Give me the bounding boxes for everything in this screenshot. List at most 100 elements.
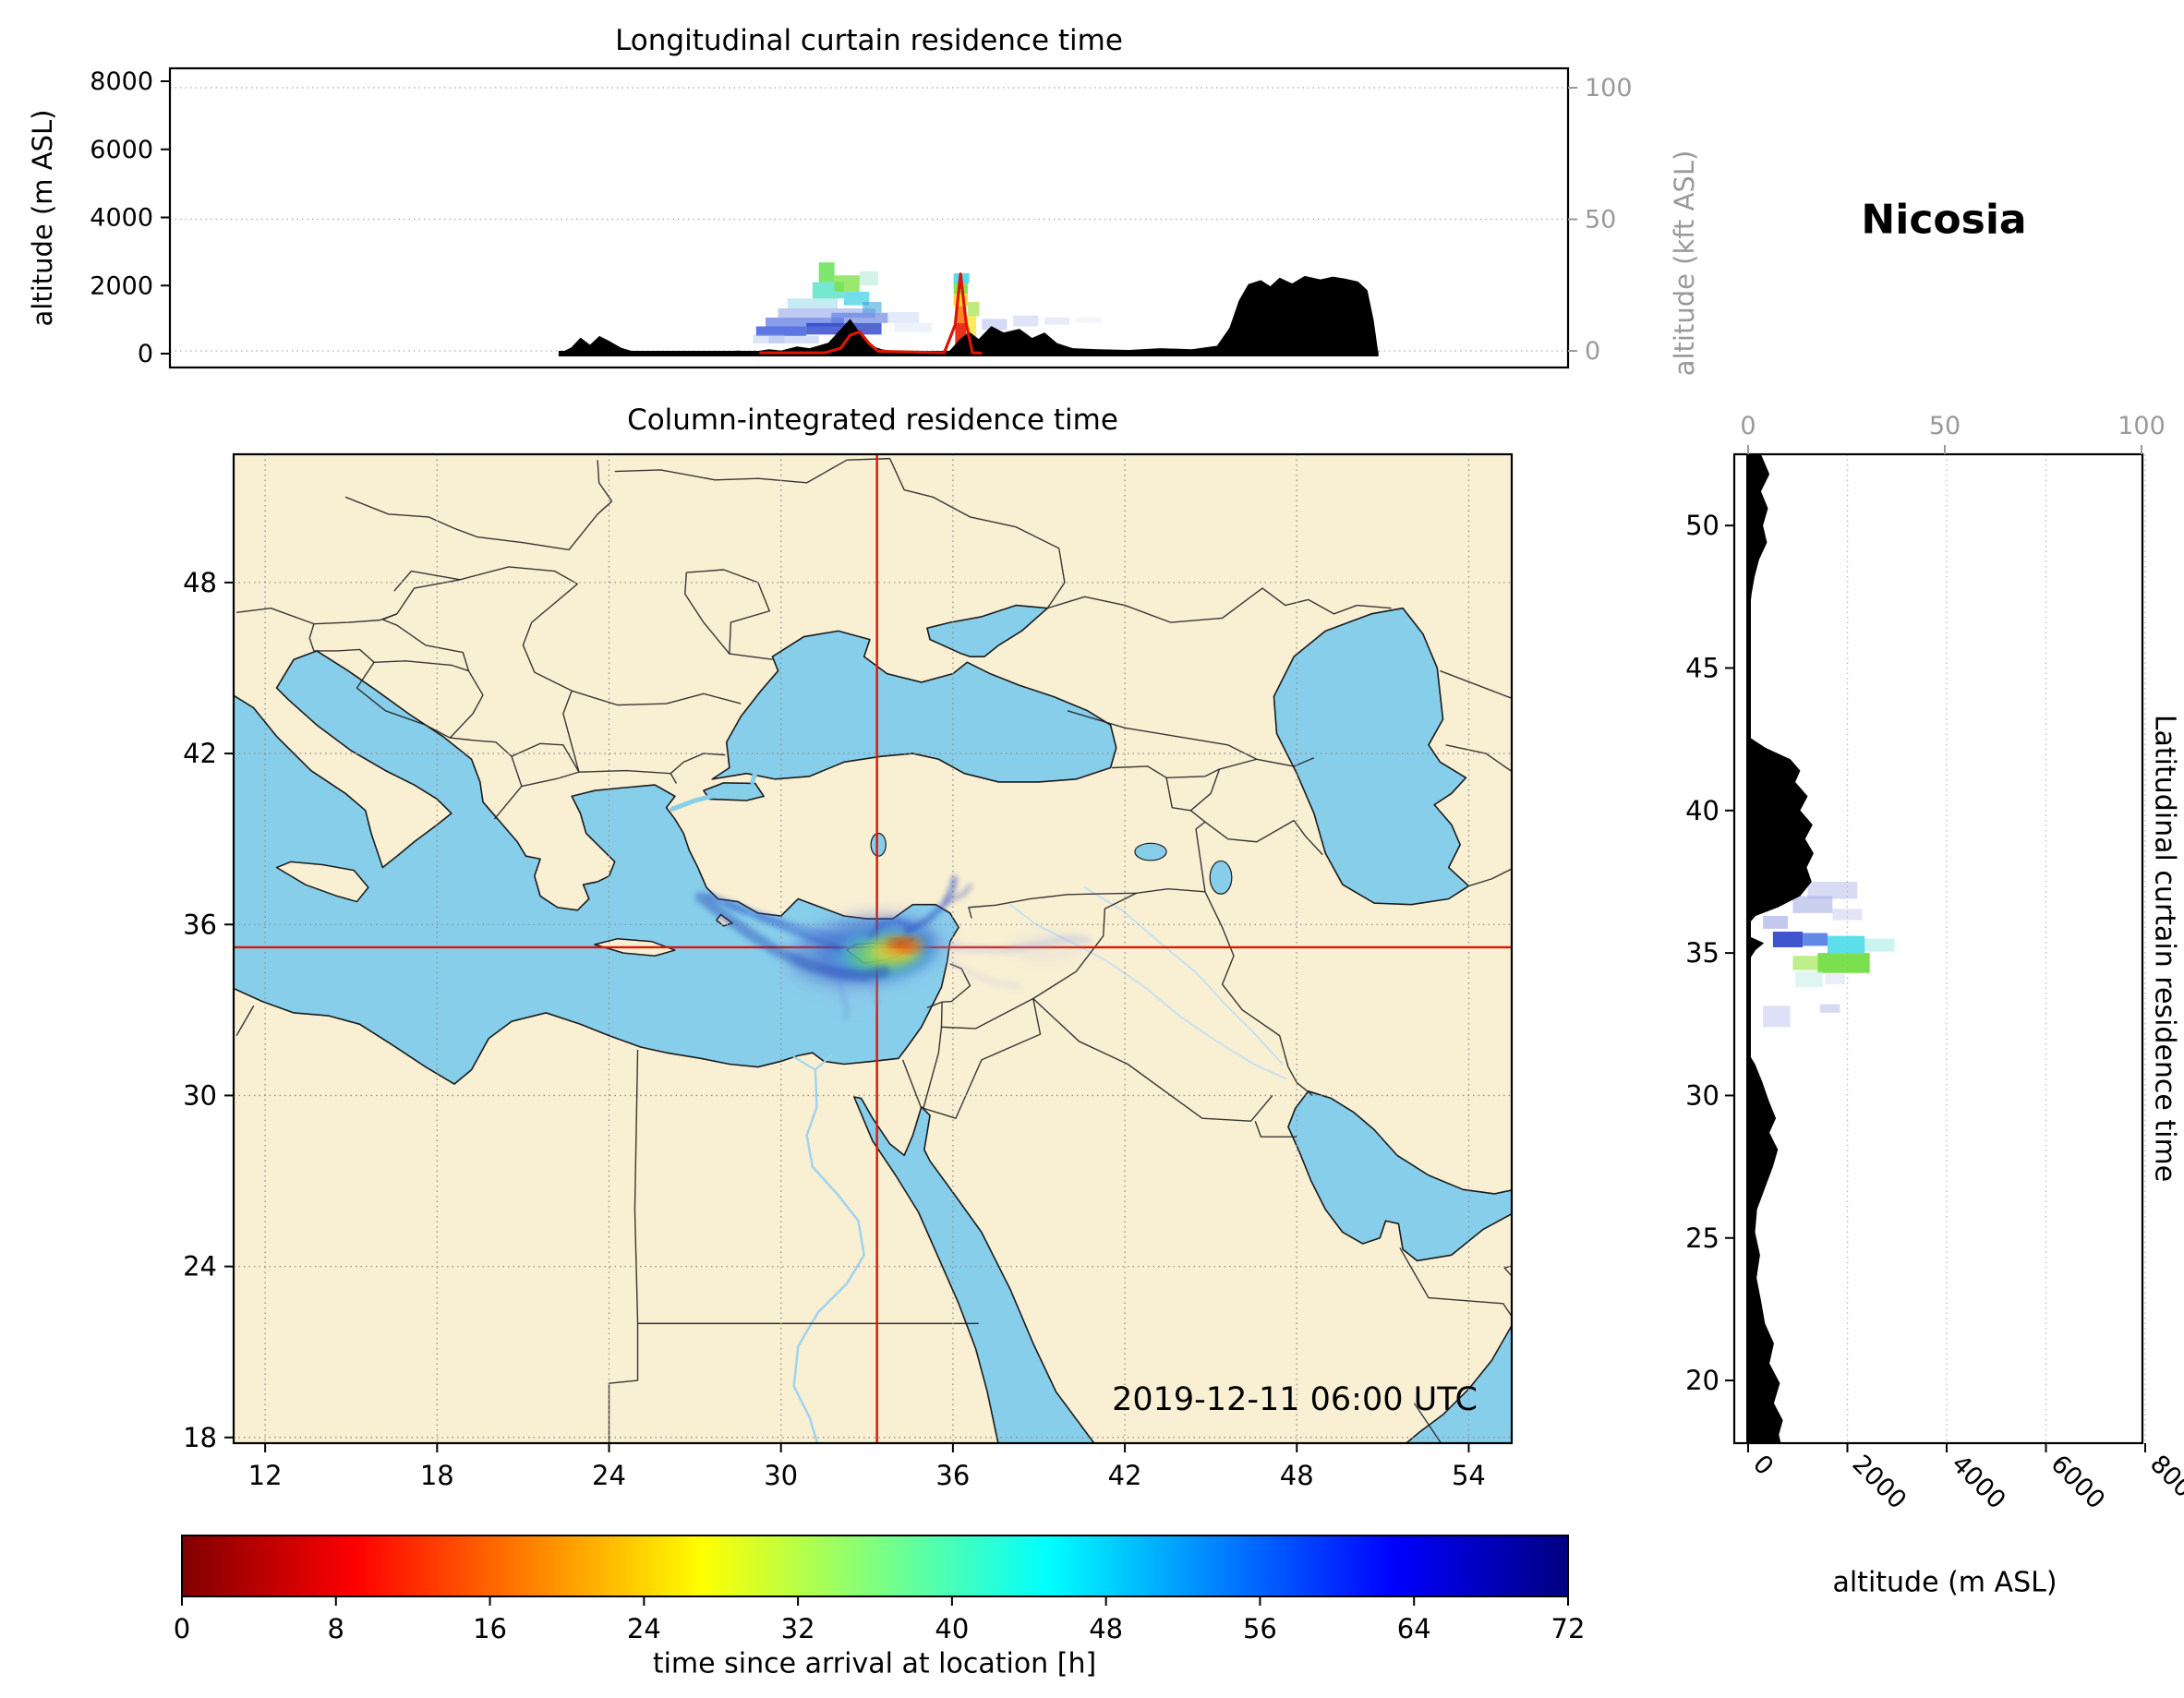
country-border bbox=[1399, 1247, 1512, 1318]
sea-polygon bbox=[1287, 1090, 1512, 1262]
residence-patch bbox=[863, 301, 882, 313]
country-border bbox=[633, 1050, 639, 1324]
residence-patch bbox=[1792, 956, 1818, 970]
country-border bbox=[1413, 1403, 1442, 1443]
lon-tick-label: 30 bbox=[764, 1460, 798, 1491]
residence-patch bbox=[955, 306, 967, 323]
lon-tick-label: 54 bbox=[1452, 1460, 1486, 1491]
plume-filament bbox=[944, 957, 1022, 990]
lon-tick-label: 12 bbox=[248, 1460, 283, 1491]
lon-tick-label: 24 bbox=[592, 1460, 626, 1491]
country-border bbox=[449, 670, 484, 739]
country-border bbox=[374, 660, 469, 672]
country-border bbox=[923, 1002, 943, 1109]
alt-m-tick-label: 8000 bbox=[2144, 1450, 2184, 1515]
colorbar-label: time since arrival at location [h] bbox=[652, 1647, 1097, 1680]
residence-patch bbox=[955, 322, 967, 354]
country-border bbox=[308, 623, 315, 652]
alt-kft-tick-label: 0 bbox=[1740, 412, 1756, 440]
residence-patch bbox=[778, 307, 875, 318]
residence-patch bbox=[1819, 1004, 1840, 1013]
plume-filament bbox=[835, 970, 850, 1021]
alt-kft-tick-label: 50 bbox=[1585, 206, 1616, 235]
lake bbox=[1209, 860, 1233, 895]
country-border bbox=[888, 458, 1066, 609]
country-border bbox=[511, 742, 580, 773]
lat-tick-label: 18 bbox=[183, 1422, 217, 1453]
river bbox=[792, 1068, 865, 1443]
alt-m-tick-label: 4000 bbox=[90, 204, 153, 233]
country-border bbox=[923, 997, 1042, 1119]
country-border bbox=[1032, 892, 1137, 1000]
residence-patch bbox=[887, 312, 920, 323]
right-panel-xlabel: altitude (m ASL) bbox=[1832, 1566, 2057, 1599]
right-panel-side-label: Latitudinal curtain residence time bbox=[2148, 714, 2181, 1183]
sea-polygon bbox=[1273, 607, 1470, 906]
lat-tick-label: 35 bbox=[1685, 937, 1719, 969]
alt-kft-tick-label: 100 bbox=[1585, 74, 1633, 102]
country-border bbox=[1047, 587, 1392, 623]
lat-tick-label: 36 bbox=[183, 909, 217, 940]
sea-polygon bbox=[234, 650, 959, 1085]
country-border bbox=[597, 460, 613, 502]
residence-patch bbox=[1817, 953, 1870, 973]
alt-m-tick-label: 8000 bbox=[90, 67, 153, 96]
country-border bbox=[313, 648, 375, 663]
residence-patch bbox=[1792, 896, 1833, 913]
residence-patch bbox=[1044, 317, 1070, 325]
river bbox=[814, 1054, 833, 1071]
river bbox=[1083, 886, 1284, 1066]
alt-m-tick-label: 6000 bbox=[90, 136, 153, 164]
terrain-baseline bbox=[1746, 454, 1751, 1443]
residence-patch bbox=[765, 317, 844, 327]
lat-tick-label: 20 bbox=[1685, 1365, 1719, 1396]
plume-filament bbox=[724, 902, 746, 914]
country-border bbox=[1166, 758, 1258, 779]
plume-filament bbox=[934, 934, 1092, 955]
strait bbox=[750, 771, 758, 785]
colorbar-tick-label: 8 bbox=[328, 1613, 344, 1644]
country-border bbox=[1189, 768, 1221, 812]
top-ylabel-left: altitude (m ASL) bbox=[27, 109, 58, 327]
alt-m-tick-label: 4000 bbox=[1946, 1450, 2011, 1515]
residence-patch bbox=[859, 271, 879, 286]
river bbox=[792, 1055, 816, 1071]
colorbar-tick-label: 72 bbox=[1551, 1613, 1586, 1644]
plume-filament bbox=[868, 975, 879, 1006]
colorbar-group: 0 8 16 24 32 40 48 56 64 72 bbox=[174, 1535, 1586, 1644]
terrain-silhouette bbox=[1748, 454, 1814, 1443]
alt-m-tick-label: 2000 bbox=[1847, 1450, 1913, 1515]
residence-patch bbox=[1803, 933, 1828, 946]
plume-filament bbox=[943, 884, 973, 905]
top-ylabel-right: altitude (kft ASL) bbox=[1669, 150, 1700, 377]
lat-tick-label: 24 bbox=[183, 1251, 217, 1283]
residence-patch bbox=[1864, 938, 1895, 952]
map-title: Column-integrated residence time bbox=[627, 403, 1118, 437]
longitudinal-curtain-panel: 0 2000 4000 6000 8000 0 50 100 bbox=[90, 66, 1633, 369]
country-border bbox=[684, 572, 730, 655]
sea-polygon bbox=[926, 604, 1049, 657]
top-panel-title: Longitudinal curtain residence time bbox=[615, 24, 1123, 57]
alt-kft-tick-label: 50 bbox=[1929, 412, 1961, 440]
country-border bbox=[1204, 819, 1323, 856]
residence-patch bbox=[953, 283, 968, 295]
colorbar-tick-label: 64 bbox=[1397, 1613, 1431, 1644]
lon-tick-label: 42 bbox=[1108, 1460, 1142, 1491]
plume-filament bbox=[866, 917, 913, 939]
residence-patch bbox=[753, 334, 785, 343]
country-border bbox=[396, 566, 578, 615]
plume bbox=[694, 875, 1092, 1021]
country-border bbox=[396, 624, 470, 671]
residence-patch bbox=[1828, 935, 1865, 954]
country-border bbox=[381, 613, 398, 626]
lat-tick-label: 42 bbox=[183, 738, 217, 769]
alt-kft-tick-label: 0 bbox=[1585, 337, 1600, 366]
country-border bbox=[393, 570, 461, 592]
strait bbox=[670, 793, 715, 812]
country-border bbox=[1440, 669, 1512, 699]
alt-m-tick-label: 6000 bbox=[2045, 1450, 2111, 1515]
country-border bbox=[1445, 744, 1512, 773]
country-border bbox=[901, 1059, 923, 1109]
latitudinal-curtain-panel: 20 25 30 35 40 45 50 0 2000 4000 6000 8000 0 50 100 bbox=[1685, 412, 2184, 1515]
